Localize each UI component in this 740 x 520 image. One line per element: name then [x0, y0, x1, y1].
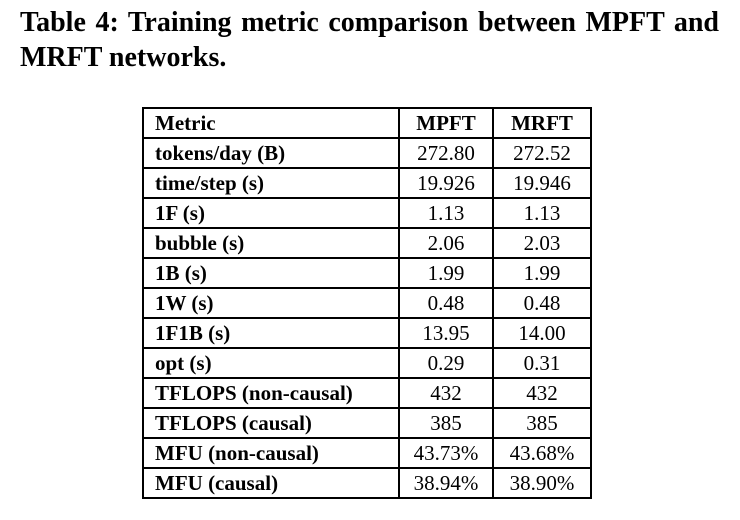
table-row: bubble (s) 2.06 2.03 — [142, 227, 592, 259]
metric-name-cell: TFLOPS (non-causal) — [142, 377, 400, 409]
mpft-value-cell: 1.99 — [398, 257, 494, 289]
mpft-value-cell: 1.13 — [398, 197, 494, 229]
mrft-value-cell: 14.00 — [492, 317, 592, 349]
mrft-value-cell: 385 — [492, 407, 592, 439]
table-caption: Table 4: Training metric comparison betw… — [20, 5, 719, 75]
metric-name-cell: 1F1B (s) — [142, 317, 400, 349]
mrft-value-cell: 0.48 — [492, 287, 592, 319]
table-row: 1W (s) 0.48 0.48 — [142, 287, 592, 319]
table-row: 1F (s) 1.13 1.13 — [142, 197, 592, 229]
mpft-value-cell: 38.94% — [398, 467, 494, 499]
metric-name-cell: bubble (s) — [142, 227, 400, 259]
mpft-value-cell: 13.95 — [398, 317, 494, 349]
table-row: 1B (s) 1.99 1.99 — [142, 257, 592, 289]
metric-name-cell: tokens/day (B) — [142, 137, 400, 169]
mrft-value-cell: 1.99 — [492, 257, 592, 289]
mrft-value-cell: 1.13 — [492, 197, 592, 229]
table-row: 1F1B (s) 13.95 14.00 — [142, 317, 592, 349]
mrft-value-cell: 0.31 — [492, 347, 592, 379]
mpft-value-cell: 432 — [398, 377, 494, 409]
table-row: MFU (causal) 38.94% 38.90% — [142, 467, 592, 499]
metric-name-cell: 1F (s) — [142, 197, 400, 229]
metric-name-cell: TFLOPS (causal) — [142, 407, 400, 439]
table-caption-line-1: Table 4: Training metric comparison betw… — [20, 7, 719, 38]
mrft-value-cell: 19.946 — [492, 167, 592, 199]
col-header-metric: Metric — [142, 107, 400, 139]
mpft-value-cell: 0.29 — [398, 347, 494, 379]
col-header-mpft: MPFT — [398, 107, 494, 139]
table-row: TFLOPS (non-causal) 432 432 — [142, 377, 592, 409]
table-row: opt (s) 0.29 0.31 — [142, 347, 592, 379]
mrft-value-cell: 38.90% — [492, 467, 592, 499]
metric-name-cell: time/step (s) — [142, 167, 400, 199]
metric-name-cell: opt (s) — [142, 347, 400, 379]
mrft-value-cell: 43.68% — [492, 437, 592, 469]
table-row: MFU (non-causal) 43.73% 43.68% — [142, 437, 592, 469]
metric-name-cell: 1W (s) — [142, 287, 400, 319]
mpft-value-cell: 272.80 — [398, 137, 494, 169]
table-row: time/step (s) 19.926 19.946 — [142, 167, 592, 199]
mrft-value-cell: 272.52 — [492, 137, 592, 169]
mrft-value-cell: 2.03 — [492, 227, 592, 259]
mrft-value-cell: 432 — [492, 377, 592, 409]
metric-name-cell: MFU (non-causal) — [142, 437, 400, 469]
table-row: TFLOPS (causal) 385 385 — [142, 407, 592, 439]
col-header-mrft: MRFT — [492, 107, 592, 139]
training-metrics-table: Metric MPFT MRFT tokens/day (B) 272.80 2… — [142, 107, 592, 499]
table-header-row: Metric MPFT MRFT — [142, 107, 592, 139]
mpft-value-cell: 0.48 — [398, 287, 494, 319]
metric-name-cell: 1B (s) — [142, 257, 400, 289]
mpft-value-cell: 385 — [398, 407, 494, 439]
table-caption-line-2: MRFT networks. — [20, 42, 227, 73]
mpft-value-cell: 2.06 — [398, 227, 494, 259]
mpft-value-cell: 19.926 — [398, 167, 494, 199]
table-row: tokens/day (B) 272.80 272.52 — [142, 137, 592, 169]
mpft-value-cell: 43.73% — [398, 437, 494, 469]
metric-name-cell: MFU (causal) — [142, 467, 400, 499]
